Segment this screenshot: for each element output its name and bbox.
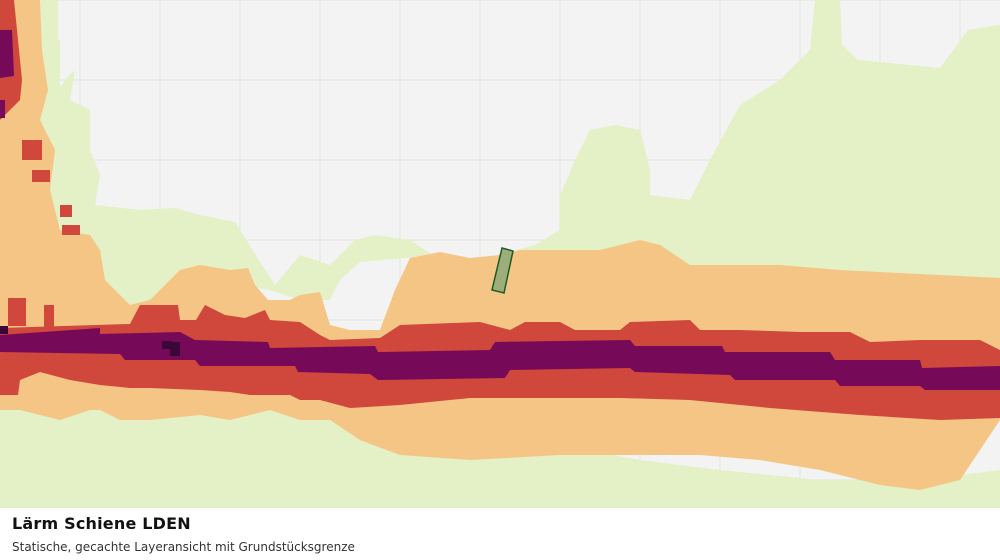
layer-caption: Lärm Schiene LDEN Statische, gecachte La… [0, 508, 1000, 560]
noise-band-highest [0, 326, 180, 356]
noise-band-high [0, 30, 1000, 390]
parcel-boundary[interactable] [491, 247, 514, 294]
layer-title: Lärm Schiene LDEN [12, 514, 191, 533]
layer-description: Statische, gecachte Layeransicht mit Gru… [12, 540, 355, 554]
